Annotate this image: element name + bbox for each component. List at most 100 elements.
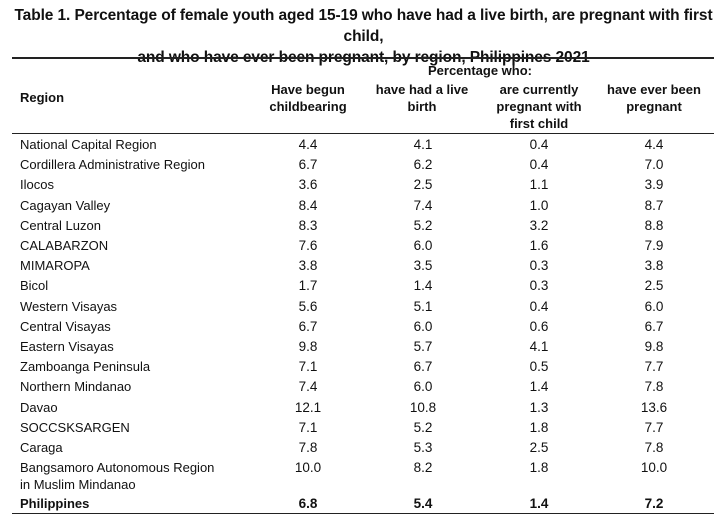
row-region: Northern Mindanao xyxy=(20,378,260,395)
row-region-line: National Capital Region xyxy=(20,137,157,152)
row-value-col-3: 1.8 xyxy=(529,419,549,435)
row-value-col-4: 7.7 xyxy=(644,419,664,435)
row-value-col-2: 2.5 xyxy=(413,177,433,193)
table-row: National Capital Region 4.4 4.1 0.4 4.4 xyxy=(0,136,727,156)
row-value-col-3: 1.6 xyxy=(529,238,549,253)
row-value-col-3: 0.3 xyxy=(529,278,549,294)
row-value-col-4: 7.0 xyxy=(644,157,664,173)
row-value-col-4: 4.4 xyxy=(644,137,664,152)
total-col-1: 6.8 xyxy=(298,496,318,511)
row-region: Cagayan Valley xyxy=(20,197,260,214)
row-value-col-2: 6.0 xyxy=(413,379,433,395)
title-line-1: Table 1. Percentage of female youth aged… xyxy=(14,7,713,45)
row-value-col-3: 1.3 xyxy=(529,399,549,415)
row-value-col-4: 3.9 xyxy=(644,177,664,193)
table-row: CALABARZON 7.6 6.0 1.6 7.9 xyxy=(0,237,727,257)
table-row: Bicol 1.7 1.4 0.3 2.5 xyxy=(0,277,727,297)
row-value-col-4: 8.7 xyxy=(644,197,664,213)
row-value-col-2: 10.8 xyxy=(409,399,437,415)
row-value-col-2: 7.4 xyxy=(413,197,433,213)
row-region: Zamboanga Peninsula xyxy=(20,358,260,375)
row-value-col-2: 8.2 xyxy=(413,460,433,476)
row-region: CALABARZON xyxy=(20,237,260,254)
row-region: SOCCSKSARGEN xyxy=(20,419,260,436)
row-region: Western Visayas xyxy=(20,298,260,315)
row-value-col-1: 7.1 xyxy=(298,419,318,435)
row-region: Eastern Visayas xyxy=(20,338,260,355)
row-region-line: in Muslim Mindanao xyxy=(20,477,136,493)
table-row: Cordillera Administrative Region 6.7 6.2 0.… xyxy=(0,156,727,176)
table-row: Caraga 7.8 5.3 2.5 7.8 xyxy=(0,439,727,459)
row-value-col-2: 5.2 xyxy=(413,217,433,233)
row-value-col-2: 3.5 xyxy=(413,258,433,274)
row-region: Central Visayas xyxy=(20,318,260,335)
row-region-line: Eastern Visayas xyxy=(20,339,114,354)
header-rule xyxy=(12,133,714,134)
row-value-col-2: 6.7 xyxy=(413,359,433,375)
row-region: National Capital Region xyxy=(20,136,260,153)
row-value-col-3: 1.4 xyxy=(529,379,549,395)
row-region-line: Central Visayas xyxy=(20,318,111,334)
row-value-col-4: 7.8 xyxy=(644,379,664,395)
row-value-col-1: 8.3 xyxy=(298,217,318,233)
row-value-col-3: 0.4 xyxy=(529,298,549,314)
table-row: Cagayan Valley 8.4 7.4 1.0 8.7 xyxy=(0,197,727,217)
row-value-col-4: 10.0 xyxy=(640,460,668,476)
table-row: Central Visayas 6.7 6.0 0.6 6.7 xyxy=(0,318,727,338)
table-row: Ilocos 3.6 2.5 1.1 3.9 xyxy=(0,176,727,196)
row-value-col-2: 6.0 xyxy=(413,318,433,334)
row-value-col-2: 5.3 xyxy=(413,440,433,455)
row-region: Central Luzon xyxy=(20,217,260,234)
header-group: Percentage who: xyxy=(427,63,533,78)
row-value-col-4: 6.7 xyxy=(644,318,664,334)
row-region-line: Davao xyxy=(20,399,58,415)
row-value-col-1: 6.7 xyxy=(298,318,318,334)
row-value-col-3: 0.4 xyxy=(529,157,549,173)
row-value-col-3: 3.2 xyxy=(529,217,549,233)
row-region: Bicol xyxy=(20,277,260,294)
total-col-4: 7.2 xyxy=(644,496,664,511)
row-value-col-1: 4.4 xyxy=(298,137,318,152)
row-value-col-1: 1.7 xyxy=(298,278,318,294)
row-value-col-4: 7.7 xyxy=(644,359,664,375)
table-row: Bangsamoro Autonomous Region in Muslim Mi… xyxy=(0,459,727,492)
row-value-col-1: 9.8 xyxy=(298,339,318,354)
row-region: Davao xyxy=(20,399,260,416)
row-value-col-4: 3.8 xyxy=(644,258,664,274)
row-region: Cordillera Administrative Region xyxy=(20,156,260,173)
row-value-col-4: 7.8 xyxy=(644,440,664,455)
table-row: Eastern Visayas 9.8 5.7 4.1 9.8 xyxy=(0,338,727,358)
row-value-col-3: 4.1 xyxy=(529,339,549,354)
row-region: MIMAROPA xyxy=(20,257,260,274)
row-region-line: SOCCSKSARGEN xyxy=(20,419,130,435)
row-value-col-3: 2.5 xyxy=(529,440,549,455)
row-value-col-3: 1.1 xyxy=(529,177,549,193)
row-value-col-1: 5.6 xyxy=(298,298,318,314)
row-value-col-1: 7.4 xyxy=(298,379,318,395)
table-row: MIMAROPA 3.8 3.5 0.3 3.8 xyxy=(0,257,727,277)
row-region-line: CALABARZON xyxy=(20,238,109,253)
total-region: Philippines xyxy=(20,496,90,511)
row-value-col-2: 5.2 xyxy=(413,419,433,435)
row-value-col-1: 10.0 xyxy=(294,460,322,476)
table-row: Western Visayas 5.6 5.1 0.4 6.0 xyxy=(0,298,727,318)
header-region: Region xyxy=(20,90,65,105)
row-value-col-3: 1.8 xyxy=(529,460,549,476)
row-value-col-3: 0.6 xyxy=(529,318,549,334)
row-value-col-4: 13.6 xyxy=(640,399,668,415)
row-region-line: Western Visayas xyxy=(20,298,118,314)
row-value-col-2: 5.1 xyxy=(413,298,433,314)
top-rule xyxy=(12,57,714,59)
row-region-line: Ilocos xyxy=(20,177,54,193)
row-value-col-3: 1.0 xyxy=(529,197,549,213)
row-value-col-2: 6.2 xyxy=(413,157,433,173)
row-region-line: Northern Mindanao xyxy=(20,379,132,395)
row-value-col-3: 0.3 xyxy=(529,258,549,274)
row-region-line: Cordillera Administrative Region xyxy=(20,157,205,173)
row-value-col-4: 9.8 xyxy=(644,339,664,354)
row-value-col-1: 7.8 xyxy=(298,440,318,455)
row-value-col-1: 3.6 xyxy=(298,177,318,193)
row-region-line: Zamboanga Peninsula xyxy=(20,359,151,375)
row-value-col-3: 0.5 xyxy=(529,359,549,375)
